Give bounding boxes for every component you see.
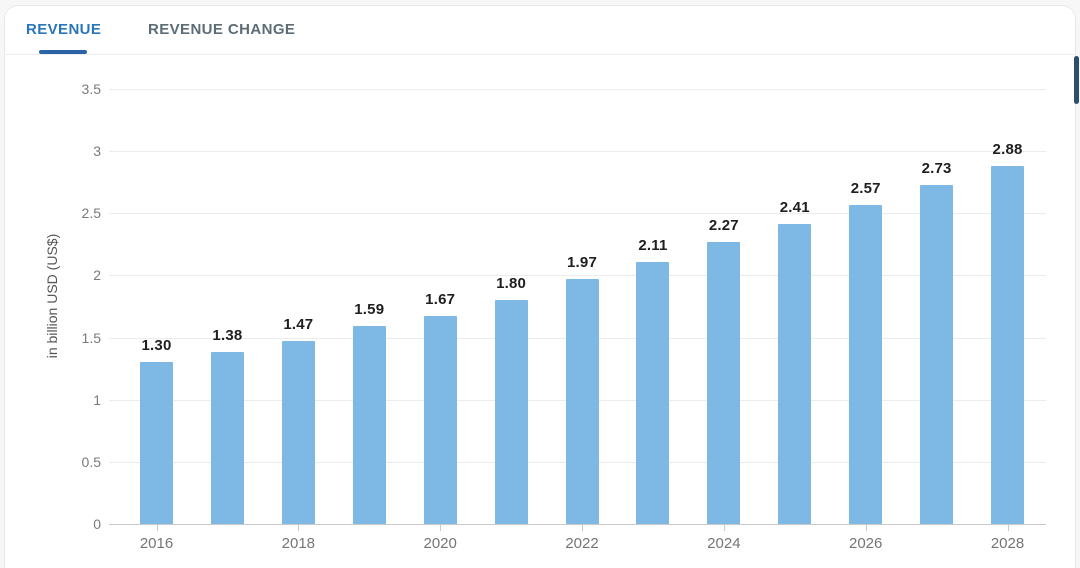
bar[interactable]	[849, 204, 883, 524]
gridline	[109, 275, 1046, 277]
x-tick-label: 2016	[139, 535, 174, 552]
y-tick-label: 2.5	[81, 205, 101, 222]
y-tick-label: 0	[93, 516, 101, 532]
tab-bar: REVENUE REVENUE CHANGE	[5, 6, 1075, 55]
bar-value-label: 2.57	[850, 179, 881, 197]
bar[interactable]	[281, 341, 315, 524]
y-tick-label: 3	[93, 143, 101, 160]
bar-value-label: 1.67	[425, 291, 456, 309]
bar-value-label: 2.27	[708, 216, 739, 234]
scrollbar-thumb[interactable]	[1074, 56, 1079, 104]
bar-value-label: 2.88	[992, 141, 1023, 159]
bar[interactable]	[352, 326, 386, 524]
x-axis-baseline	[109, 524, 1046, 525]
x-tick-label: 2028	[990, 535, 1025, 552]
x-tick-label: 2026	[849, 535, 883, 552]
y-tick-label: 0.5	[81, 453, 101, 470]
bar[interactable]	[778, 224, 812, 524]
bar[interactable]	[140, 362, 173, 524]
x-tick-label: 2018	[281, 535, 316, 552]
bar-value-label: 1.80	[496, 275, 527, 293]
x-tick-label: 2022	[565, 535, 599, 552]
bar[interactable]	[210, 352, 244, 524]
gridline	[109, 89, 1046, 90]
bar-value-label: 2.41	[779, 199, 810, 217]
bar-value-label: 1.59	[354, 301, 385, 319]
x-axis-tick	[723, 524, 725, 531]
y-tick-label: 3.5	[81, 81, 101, 97]
x-axis-tick	[582, 524, 584, 531]
bar[interactable]	[991, 166, 1025, 524]
x-tick-label: 2020	[423, 535, 457, 552]
x-tick-label: 2024	[707, 535, 741, 552]
x-axis-tick	[298, 524, 300, 531]
tab-revenue-change[interactable]: REVENUE CHANGE	[148, 21, 296, 38]
bar[interactable]	[423, 316, 457, 524]
bar[interactable]	[565, 279, 599, 524]
bar[interactable]	[707, 241, 741, 524]
x-axis-tick	[440, 524, 442, 531]
x-axis-tick	[156, 524, 158, 531]
x-axis-tick	[865, 524, 867, 531]
gridline	[109, 213, 1046, 215]
bar-chart-plot-area: in billion USD (US$) 0 0.5 1 1.5 2 2.5 3 3.5 1.3…	[5, 55, 1075, 568]
x-axis-tick	[1007, 524, 1009, 531]
bar[interactable]	[494, 300, 528, 524]
bar-value-label: 1.47	[283, 316, 314, 334]
bar-value-label: 1.30	[141, 337, 172, 355]
chart-card: REVENUE REVENUE CHANGE in billion USD (U…	[4, 5, 1076, 568]
bar[interactable]	[636, 261, 670, 524]
bar[interactable]	[920, 184, 954, 524]
bar-value-label: 1.97	[567, 254, 598, 272]
tab-revenue[interactable]: REVENUE	[26, 21, 102, 38]
gridline	[109, 151, 1046, 153]
y-tick-label: 2	[93, 267, 101, 284]
bar-value-label: 2.73	[921, 159, 952, 177]
y-tick-label: 1.5	[81, 329, 101, 346]
bar-value-label: 2.11	[638, 236, 668, 254]
y-tick-label: 1	[93, 391, 101, 408]
bar-value-label: 1.38	[212, 327, 243, 345]
active-tab-underline	[39, 50, 87, 54]
